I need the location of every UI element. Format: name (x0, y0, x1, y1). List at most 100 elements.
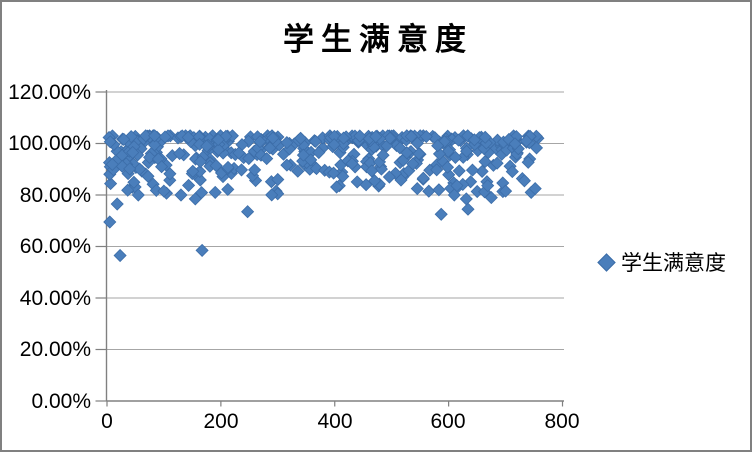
data-point (133, 162, 147, 176)
data-point (460, 144, 474, 158)
y-axis-label: 120.00% (8, 81, 91, 104)
data-point (234, 163, 249, 177)
data-point (141, 169, 155, 183)
x-axis-label: 400 (317, 410, 353, 433)
data-point (478, 130, 492, 144)
data-point (181, 130, 195, 144)
data-point (157, 184, 171, 198)
data-point (195, 243, 209, 257)
data-point (155, 160, 169, 174)
data-point (394, 173, 408, 187)
data-point (131, 188, 145, 202)
data-point (232, 146, 246, 160)
data-point (291, 164, 305, 178)
data-point (448, 150, 462, 164)
data-point (330, 180, 344, 194)
data-point (110, 197, 124, 211)
x-axis-label: 200 (203, 410, 239, 433)
data-point (481, 179, 495, 193)
data-point (490, 156, 504, 170)
y-axis-label: 100.00% (8, 132, 91, 155)
data-point (337, 131, 351, 145)
data-point (103, 135, 117, 149)
data-point (266, 131, 280, 145)
data-point (447, 188, 461, 202)
data-point (383, 131, 397, 145)
series-points[interactable] (102, 129, 545, 263)
data-point (117, 132, 131, 146)
data-point (174, 188, 188, 202)
data-point (195, 186, 209, 200)
data-point (126, 145, 140, 160)
data-point (353, 129, 367, 143)
y-axis-label: 60.00% (19, 235, 91, 258)
data-point (410, 182, 424, 196)
chart-title[interactable]: 学生满意度 (283, 22, 473, 57)
data-point (382, 170, 396, 184)
data-point (519, 134, 533, 148)
data-point (461, 202, 475, 216)
data-point (452, 164, 466, 178)
legend-diamond-icon (597, 252, 616, 272)
data-point (365, 164, 379, 178)
data-point (173, 146, 187, 161)
data-point (406, 157, 420, 171)
data-point (104, 177, 118, 191)
data-point (517, 174, 531, 188)
y-axis-label: 20.00% (19, 338, 91, 361)
data-point (241, 205, 255, 219)
data-point (147, 138, 162, 152)
data-point (127, 175, 141, 189)
data-point (327, 138, 341, 152)
x-axis-label: 0 (101, 410, 113, 433)
x-axis-label: 800 (544, 410, 580, 433)
data-point (296, 148, 310, 162)
data-point (103, 215, 117, 229)
data-point (221, 160, 235, 174)
data-point (186, 164, 200, 178)
data-point (528, 182, 542, 196)
data-point (440, 160, 455, 174)
y-axis-label: 80.00% (19, 184, 91, 207)
y-axis-label: 0.00% (31, 390, 91, 413)
data-point (422, 184, 436, 198)
data-point (139, 129, 153, 143)
data-point (211, 133, 225, 147)
data-point (529, 141, 544, 155)
legend[interactable]: 学生满意度 (597, 247, 726, 277)
data-point (465, 163, 480, 177)
data-point (263, 141, 277, 155)
y-axis-label: 40.00% (19, 287, 91, 310)
data-point (260, 152, 274, 166)
data-point (143, 150, 157, 164)
data-point (253, 135, 267, 149)
data-point (163, 167, 177, 181)
data-point (188, 192, 202, 206)
data-point (484, 191, 498, 205)
data-point (327, 166, 341, 180)
data-point (123, 162, 137, 176)
data-point (265, 188, 279, 202)
data-point (148, 129, 162, 143)
data-point (280, 136, 294, 150)
data-point (248, 163, 262, 177)
data-point (412, 147, 426, 161)
data-point (271, 172, 285, 187)
data-point (478, 155, 492, 169)
data-point (475, 164, 489, 178)
data-point (193, 155, 207, 169)
data-point (432, 183, 446, 197)
data-point (376, 148, 390, 162)
x-axis-label: 600 (430, 410, 466, 433)
data-point (158, 130, 172, 144)
data-point (451, 133, 466, 147)
data-point (404, 129, 418, 144)
data-point (419, 129, 433, 144)
data-point (208, 185, 222, 199)
data-point (416, 171, 430, 185)
data-point (200, 139, 214, 153)
data-point (221, 182, 235, 196)
data-point (312, 145, 326, 160)
